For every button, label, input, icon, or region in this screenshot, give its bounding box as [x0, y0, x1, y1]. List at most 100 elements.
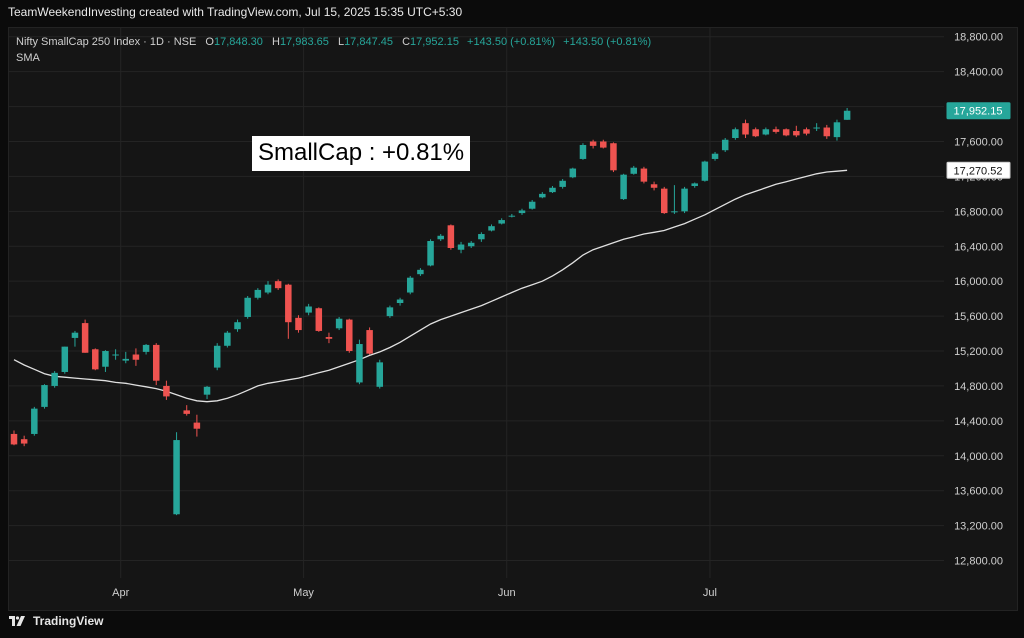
candle-body[interactable]: [640, 168, 648, 182]
footer-brand: TradingView: [33, 614, 104, 628]
candle-body[interactable]: [732, 129, 739, 138]
candle-body[interactable]: [782, 129, 790, 136]
candle-body[interactable]: [528, 201, 536, 209]
candle-body[interactable]: [122, 358, 130, 361]
candle-body[interactable]: [193, 422, 201, 429]
sma-indicator-label[interactable]: SMA: [16, 52, 40, 64]
candle-body[interactable]: [721, 139, 729, 151]
candle-body[interactable]: [467, 242, 475, 247]
candle-body[interactable]: [203, 386, 211, 395]
candle-body[interactable]: [213, 345, 221, 368]
candle-body[interactable]: [417, 269, 424, 275]
y-axis-tick-label: 13,600.00: [954, 486, 1003, 498]
candle-body[interactable]: [173, 440, 180, 515]
candle-body[interactable]: [71, 332, 79, 338]
candle-body[interactable]: [630, 167, 638, 174]
candle-body[interactable]: [224, 332, 231, 346]
candle-body[interactable]: [478, 234, 485, 240]
last-price-tag-box: [946, 102, 1011, 120]
candle-body[interactable]: [183, 410, 190, 414]
candle-body[interactable]: [711, 153, 719, 159]
candle-body[interactable]: [569, 168, 577, 178]
candle-body[interactable]: [833, 122, 841, 138]
candle-body[interactable]: [681, 188, 688, 212]
candle-body[interactable]: [549, 187, 556, 193]
candle-body[interactable]: [660, 188, 668, 214]
candle-body[interactable]: [803, 129, 810, 134]
candle-body[interactable]: [335, 318, 343, 329]
candle-body[interactable]: [447, 225, 455, 248]
candle-body[interactable]: [742, 123, 749, 135]
candle-body[interactable]: [752, 129, 759, 137]
candle-body[interactable]: [20, 439, 28, 444]
candle-body[interactable]: [163, 385, 170, 397]
candle-body[interactable]: [772, 129, 780, 132]
candle-body[interactable]: [61, 346, 69, 372]
y-axis-tick-label: 14,000.00: [954, 451, 1003, 463]
candle-body[interactable]: [81, 323, 89, 353]
candle-body[interactable]: [437, 235, 444, 240]
open-label: O: [205, 36, 214, 48]
candle-body[interactable]: [386, 307, 394, 317]
candle-body[interactable]: [10, 433, 18, 445]
candle-body[interactable]: [315, 308, 323, 331]
candle-body[interactable]: [793, 131, 800, 136]
candle-body[interactable]: [701, 161, 709, 181]
candle-body[interactable]: [813, 127, 820, 129]
candle-body[interactable]: [325, 337, 333, 339]
candle-body[interactable]: [31, 408, 38, 434]
candle-body[interactable]: [142, 344, 150, 352]
low-label: L: [337, 36, 345, 48]
change-value: +143.50 (+0.81%): [467, 36, 556, 48]
high-value: 17,983.65: [279, 36, 329, 48]
candle-body[interactable]: [295, 317, 302, 331]
y-axis-tick-label: 12,800.00: [954, 556, 1003, 568]
candle-body[interactable]: [671, 211, 678, 213]
symbol-label: Nifty SmallCap 250 Index · 1D · NSE: [16, 36, 197, 48]
candle-body[interactable]: [508, 215, 516, 217]
y-axis-tick-label: 15,600.00: [954, 311, 1003, 323]
candle-body[interactable]: [254, 289, 262, 298]
candle-body[interactable]: [152, 344, 160, 381]
candle-body[interactable]: [92, 349, 99, 370]
candle-body[interactable]: [285, 284, 292, 323]
y-axis-tick-label: 16,400.00: [954, 241, 1003, 253]
high-label: H: [271, 36, 280, 48]
candle-body[interactable]: [589, 141, 597, 146]
candle-body[interactable]: [498, 220, 505, 224]
candle-body[interactable]: [539, 193, 546, 198]
candle-body[interactable]: [102, 351, 109, 367]
candle-body[interactable]: [356, 344, 363, 383]
candle-body[interactable]: [406, 277, 414, 293]
candle-body[interactable]: [762, 129, 770, 135]
candle-body[interactable]: [610, 143, 617, 171]
candle-body[interactable]: [366, 330, 373, 354]
candle-body[interactable]: [600, 141, 607, 148]
candle-body[interactable]: [112, 354, 119, 356]
candle-body[interactable]: [620, 174, 627, 200]
candle-body[interactable]: [396, 299, 404, 303]
candle-body[interactable]: [376, 362, 384, 387]
candle-body[interactable]: [457, 244, 465, 250]
candle-body[interactable]: [518, 210, 526, 214]
candle-body[interactable]: [691, 183, 698, 187]
candle-body[interactable]: [51, 372, 58, 386]
candle-body[interactable]: [823, 127, 831, 137]
candle-body[interactable]: [41, 385, 48, 407]
candle-body[interactable]: [305, 306, 312, 313]
candle-body[interactable]: [427, 241, 434, 266]
candle-body[interactable]: [650, 184, 658, 188]
open-value: 17,848.30: [213, 36, 263, 48]
candle-body[interactable]: [346, 319, 353, 352]
sma-price-tag-box: [946, 161, 1011, 179]
candle-body[interactable]: [244, 297, 251, 317]
candle-body[interactable]: [559, 180, 566, 187]
candle-body[interactable]: [234, 322, 241, 330]
candle-body[interactable]: [264, 284, 272, 293]
candle-body[interactable]: [274, 281, 282, 289]
candle-body[interactable]: [488, 226, 495, 231]
candle-body[interactable]: [132, 354, 140, 360]
candle-body[interactable]: [843, 110, 851, 120]
candle-body[interactable]: [579, 144, 587, 159]
